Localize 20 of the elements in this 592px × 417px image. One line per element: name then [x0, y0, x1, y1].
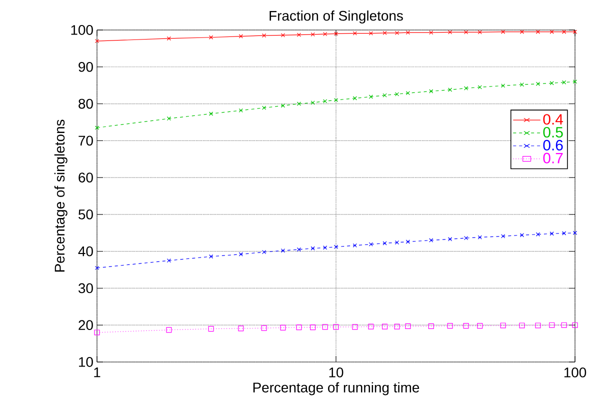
chart-title: Fraction of Singletons	[270, 10, 403, 24]
x-axis-title: Percentage of running time	[253, 382, 420, 396]
y-tick-label: 100	[71, 25, 93, 35]
y-tick-label: 20	[78, 320, 93, 330]
y-axis-title: Percentage of singletons	[54, 120, 68, 272]
x-tick-label: 10	[329, 368, 344, 378]
x-tick-label: 1	[94, 368, 100, 378]
legend-label: 0.5	[543, 126, 563, 138]
y-tick-label: 60	[78, 172, 93, 182]
legend-label: 0.6	[543, 140, 563, 150]
y-tick-label: 40	[78, 246, 93, 256]
y-tick-label: 10	[79, 357, 93, 367]
y-tick-label: 80	[78, 98, 93, 109]
legend-label: 0.4	[543, 114, 564, 125]
y-tick-label: 50	[78, 209, 93, 220]
y-tick-label: 70	[78, 136, 93, 146]
y-tick-label: 30	[78, 283, 93, 294]
x-tick-label: 100	[564, 368, 586, 378]
legend-label: 0.7	[543, 152, 563, 164]
y-tick-label: 90	[78, 62, 93, 72]
